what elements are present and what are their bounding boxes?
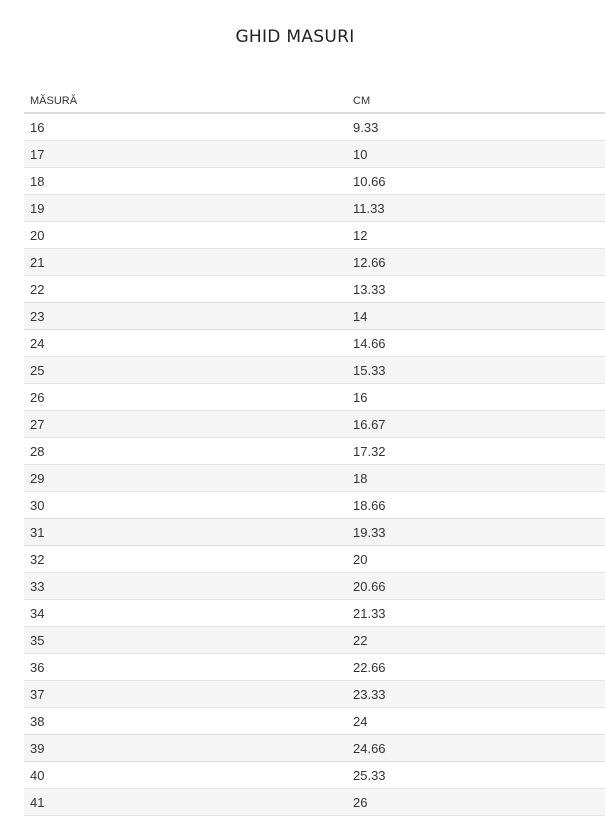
cell-cm: 14.66 bbox=[353, 335, 386, 351]
cell-cm: 14 bbox=[353, 308, 368, 324]
cell-size: 20 bbox=[30, 227, 45, 243]
size-guide-table: MĂSURĂ CM 16 9.33 17 10 18 10.66 19 11.33 20 12 21… bbox=[24, 89, 605, 816]
cell-size: 31 bbox=[30, 524, 45, 540]
cell-cm: 18.66 bbox=[353, 497, 386, 513]
table-row: 26 16 bbox=[24, 384, 605, 411]
cell-cm: 18 bbox=[353, 470, 368, 486]
cell-size: 37 bbox=[30, 686, 45, 702]
table-row: 32 20 bbox=[24, 546, 605, 573]
cell-size: 17 bbox=[30, 146, 45, 162]
table-row: 34 21.33 bbox=[24, 600, 605, 627]
cell-size: 24 bbox=[30, 335, 45, 351]
cell-size: 32 bbox=[30, 551, 45, 567]
cell-size: 40 bbox=[30, 767, 45, 783]
cell-size: 22 bbox=[30, 281, 45, 297]
cell-size: 26 bbox=[30, 389, 45, 405]
table-row: 33 20.66 bbox=[24, 573, 605, 600]
table-row: 36 22.66 bbox=[24, 654, 605, 681]
table-row: 24 14.66 bbox=[24, 330, 605, 357]
table-row: 29 18 bbox=[24, 465, 605, 492]
cell-cm: 13.33 bbox=[353, 281, 386, 297]
page-title: GHID MASURI bbox=[235, 27, 355, 47]
header-size: MĂSURĂ bbox=[30, 94, 78, 107]
table-row: 17 10 bbox=[24, 141, 605, 168]
table-row: 39 24.66 bbox=[24, 735, 605, 762]
table-row: 30 18.66 bbox=[24, 492, 605, 519]
cell-size: 33 bbox=[30, 578, 45, 594]
table-row: 28 17.32 bbox=[24, 438, 605, 465]
table-body: 16 9.33 17 10 18 10.66 19 11.33 20 12 21 12.66 22 13.… bbox=[24, 114, 605, 816]
cell-cm: 21.33 bbox=[353, 605, 386, 621]
table-row: 31 19.33 bbox=[24, 519, 605, 546]
cell-size: 36 bbox=[30, 659, 45, 675]
table-row: 40 25.33 bbox=[24, 762, 605, 789]
cell-cm: 11.33 bbox=[353, 200, 385, 216]
cell-size: 28 bbox=[30, 443, 45, 459]
table-row: 16 9.33 bbox=[24, 114, 605, 141]
header-cm: CM bbox=[353, 94, 371, 107]
table-row: 20 12 bbox=[24, 222, 605, 249]
table-header: MĂSURĂ CM bbox=[24, 89, 605, 114]
table-row: 37 23.33 bbox=[24, 681, 605, 708]
cell-cm: 17.32 bbox=[353, 443, 386, 459]
cell-cm: 20.66 bbox=[353, 578, 386, 594]
cell-size: 16 bbox=[30, 119, 45, 135]
cell-cm: 25.33 bbox=[353, 767, 386, 783]
cell-cm: 22.66 bbox=[353, 659, 386, 675]
cell-cm: 20 bbox=[353, 551, 368, 567]
cell-cm: 16 bbox=[353, 389, 368, 405]
table-row: 38 24 bbox=[24, 708, 605, 735]
cell-size: 34 bbox=[30, 605, 45, 621]
table-row: 18 10.66 bbox=[24, 168, 605, 195]
cell-cm: 23.33 bbox=[353, 686, 386, 702]
cell-size: 21 bbox=[30, 254, 45, 270]
cell-cm: 15.33 bbox=[353, 362, 386, 378]
cell-cm: 10.66 bbox=[353, 173, 386, 189]
cell-cm: 12 bbox=[353, 227, 368, 243]
cell-size: 39 bbox=[30, 740, 45, 756]
cell-size: 25 bbox=[30, 362, 45, 378]
table-row: 23 14 bbox=[24, 303, 605, 330]
table-row: 19 11.33 bbox=[24, 195, 605, 222]
cell-cm: 24.66 bbox=[353, 740, 386, 756]
cell-size: 41 bbox=[30, 794, 45, 810]
cell-cm: 19.33 bbox=[353, 524, 386, 540]
table-row: 25 15.33 bbox=[24, 357, 605, 384]
table-row: 21 12.66 bbox=[24, 249, 605, 276]
cell-cm: 26 bbox=[353, 794, 368, 810]
cell-cm: 10 bbox=[353, 146, 368, 162]
cell-size: 30 bbox=[30, 497, 45, 513]
cell-cm: 12.66 bbox=[353, 254, 386, 270]
cell-size: 18 bbox=[30, 173, 45, 189]
cell-size: 29 bbox=[30, 470, 45, 486]
cell-cm: 9.33 bbox=[353, 119, 379, 135]
cell-cm: 22 bbox=[353, 632, 368, 648]
cell-cm: 16.67 bbox=[353, 416, 386, 432]
cell-size: 19 bbox=[30, 200, 45, 216]
table-row: 22 13.33 bbox=[24, 276, 605, 303]
cell-size: 27 bbox=[30, 416, 45, 432]
table-row: 41 26 bbox=[24, 789, 605, 816]
table-row: 27 16.67 bbox=[24, 411, 605, 438]
cell-cm: 24 bbox=[353, 713, 368, 729]
cell-size: 23 bbox=[30, 308, 45, 324]
cell-size: 35 bbox=[30, 632, 45, 648]
table-row: 35 22 bbox=[24, 627, 605, 654]
cell-size: 38 bbox=[30, 713, 45, 729]
